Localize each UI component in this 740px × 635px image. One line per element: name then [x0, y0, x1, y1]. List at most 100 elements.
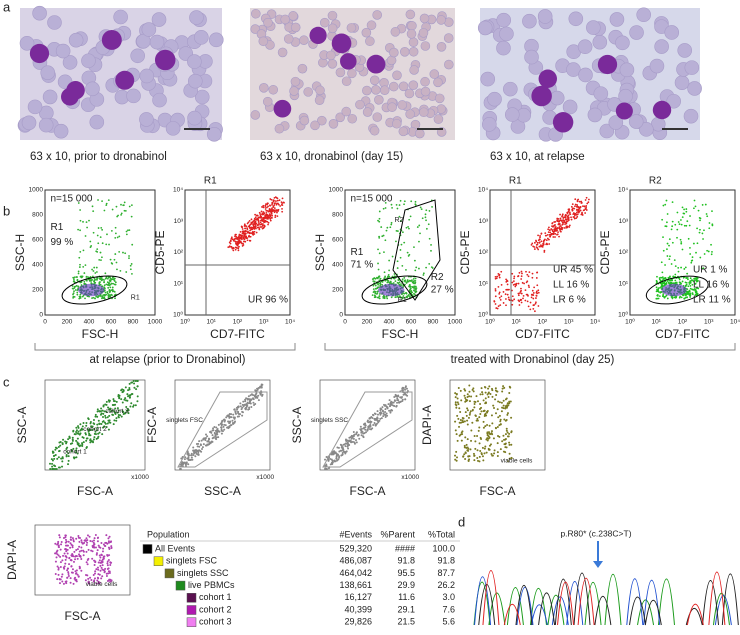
event-dot [584, 199, 587, 201]
event-dot [396, 207, 399, 210]
event-dot [94, 430, 97, 433]
cell [194, 30, 209, 45]
event-dot [403, 297, 406, 299]
event-dot [79, 263, 81, 266]
event-dot [234, 420, 237, 423]
event-dot [468, 384, 471, 387]
event-dot [515, 282, 518, 285]
cell [303, 87, 313, 97]
event-dot [377, 275, 380, 278]
event-dot [397, 282, 400, 285]
event-dot [59, 561, 62, 564]
event-dot [474, 415, 477, 418]
event-dot [383, 251, 385, 254]
y-tick-label: 800 [332, 212, 343, 219]
event-dot [61, 465, 64, 468]
event-dot [580, 201, 583, 204]
event-dot [662, 236, 664, 239]
event-dot [685, 208, 688, 210]
event-dot [547, 231, 550, 234]
event-dot [96, 415, 99, 418]
event-dot [476, 449, 479, 452]
event-dot [60, 540, 63, 543]
event-dot [108, 294, 111, 297]
blast [154, 49, 176, 71]
event-dot [576, 208, 578, 211]
event-dot [99, 569, 102, 572]
event-dot [106, 277, 109, 280]
blast [309, 26, 327, 45]
event-dot [190, 456, 193, 459]
event-dot [108, 291, 111, 294]
cell [397, 100, 408, 110]
event-dot [536, 243, 539, 246]
event-dot [401, 399, 404, 402]
micrograph [477, 7, 702, 142]
event-dot [58, 450, 61, 453]
event-dot [404, 279, 407, 282]
event-dot [65, 450, 68, 453]
event-dot [662, 249, 665, 252]
event-dot [373, 296, 376, 299]
event-dot [514, 283, 516, 286]
event-dot [455, 450, 458, 453]
cell [477, 20, 493, 36]
event-dot [128, 229, 131, 232]
table-cell: #### [395, 543, 415, 553]
event-dot [85, 543, 88, 546]
chromatogram-trace [474, 576, 732, 626]
event-dot [192, 446, 195, 449]
event-dot [664, 203, 667, 206]
event-dot [499, 304, 502, 307]
plot-frame [34, 524, 131, 596]
gate [392, 199, 441, 301]
event-dot [101, 550, 104, 553]
event-dot [656, 275, 658, 278]
event-dot [409, 215, 412, 218]
cell [346, 23, 357, 33]
event-dot [60, 575, 63, 578]
event-dot [107, 558, 110, 561]
event-dot [678, 277, 681, 279]
x-tick-label: 1000 [448, 319, 463, 326]
event-dot [526, 300, 529, 303]
event-dot [325, 464, 328, 467]
event-dot [507, 296, 510, 299]
event-dot [494, 412, 497, 415]
table-cell: 29.1 [397, 604, 415, 614]
event-dot [234, 237, 237, 240]
event-dot [206, 440, 209, 443]
event-dot [504, 419, 507, 422]
event-dot [548, 233, 551, 236]
event-dot [376, 287, 379, 290]
table-header: Population [147, 529, 190, 539]
event-dot [464, 411, 467, 414]
event-dot [656, 280, 658, 283]
event-dot [84, 579, 87, 582]
event-dot [255, 395, 258, 398]
table-cell: 7.6 [442, 604, 455, 614]
event-dot [681, 206, 684, 209]
event-dot [109, 421, 112, 424]
event-dot [207, 438, 210, 441]
y-axis-label: CD5-PE [598, 230, 612, 274]
event-dot [476, 435, 479, 438]
event-dot [457, 417, 460, 420]
cell [326, 50, 336, 61]
event-dot [521, 281, 524, 284]
event-dot [508, 391, 511, 394]
event-dot [271, 216, 273, 219]
event-dot [262, 223, 264, 225]
event-dot [91, 275, 94, 278]
cell [299, 35, 309, 46]
event-dot [97, 242, 100, 245]
event-dot [118, 397, 121, 400]
event-dot [349, 440, 352, 443]
event-dot [89, 540, 92, 543]
cell [615, 35, 630, 51]
scale-bar [417, 128, 443, 130]
event-dot [491, 433, 494, 436]
event-dot [107, 428, 110, 431]
event-dot [384, 408, 387, 411]
event-dot [384, 275, 386, 278]
